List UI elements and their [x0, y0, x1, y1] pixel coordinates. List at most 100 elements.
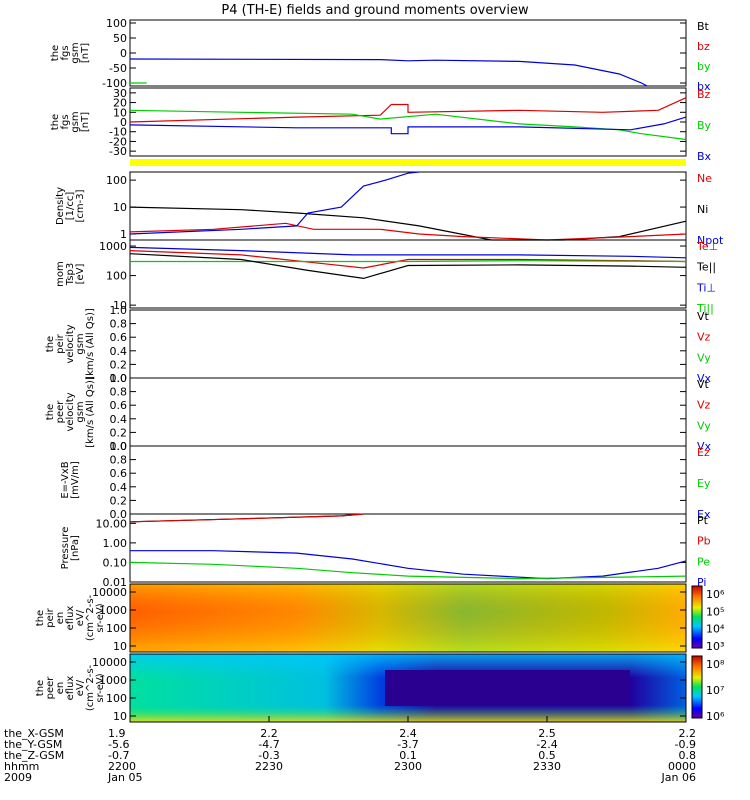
e-vxb-ytick-label: 0.0	[110, 508, 128, 521]
pressure-series-Pi	[130, 550, 687, 580]
peer-eflux-ytick-label: 100	[106, 692, 127, 705]
peer-eflux-ytick-label: 10000	[92, 656, 127, 669]
peir-velocity-ytick-label: 1.0	[110, 304, 128, 317]
time-axis-value: -3.7	[397, 738, 418, 751]
time-axis-value: 2.5	[538, 727, 556, 740]
peir-eflux-colorbar-label: 10³	[706, 640, 724, 653]
density-legend-2: Npot	[697, 234, 724, 247]
peer-velocity-ylabel-line: the	[45, 404, 56, 420]
peer-velocity-legend-3: Vx	[697, 440, 712, 453]
peir-velocity-ytick-label: 0.0	[110, 372, 128, 385]
pressure-ytick-label: 0.10	[103, 556, 128, 569]
peir-velocity-ylabel-line: the	[45, 336, 56, 352]
e-vxb-ylabel-line: [mV/m]	[70, 461, 81, 499]
e-vxb-ytick-label: 0.8	[110, 454, 128, 467]
peir-velocity-ylabel-line: [km/s (All Qs)]	[85, 308, 96, 380]
peir-eflux-ytick-label: 1000	[99, 604, 127, 617]
fgs-gsm-legend-2: by	[697, 60, 711, 73]
fgs-gsm-zoom-ytick-label: -20	[109, 135, 127, 148]
fgs-gsm-ylabel: the fgs gsm [nT]	[50, 42, 91, 63]
pressure-ylabel-line: Pressure	[60, 527, 71, 570]
time-axis-value: 0.8	[679, 749, 697, 762]
fgs-gsm-zoom-ylabel-line: the	[50, 114, 61, 130]
density-ytick-label: 10	[113, 201, 127, 214]
peer-eflux-colorbar-label: 10⁸	[706, 658, 725, 671]
fgs-gsm-zoom-series-Bz	[129, 97, 687, 123]
temperature-ylabel-line: Tsp3	[65, 263, 76, 286]
peir-eflux-ylabel-line: (cm^2-s-	[85, 594, 96, 641]
peer-eflux-ylabel-line: en	[55, 682, 66, 695]
e-vxb-ytick-label: 0.2	[110, 494, 128, 507]
time-axis-value: -0.7	[108, 749, 129, 762]
time-axis-row-label: 2009	[4, 771, 32, 784]
peir-eflux-colorbar-label: 10⁵	[706, 605, 724, 618]
peir-velocity-ylabel-line: velocity	[65, 324, 76, 363]
e-vxb-legend-1: Ey	[697, 477, 711, 490]
time-axis-value: 2.4	[399, 727, 417, 740]
density-ylabel-line: [cm-3]	[75, 189, 86, 222]
time-axis-value: 2330	[533, 760, 561, 773]
peir-velocity-legend-1: Vz	[697, 331, 711, 344]
fgs-gsm-ylabel-line: fgs	[60, 45, 71, 60]
peer-eflux-low-flux-region	[385, 670, 630, 706]
peir-eflux-spectrogram-shading	[130, 584, 686, 652]
peir-velocity-ylabel-line: gsm	[75, 333, 86, 354]
peer-eflux-ylabel-line: eflux	[65, 676, 76, 701]
e-vxb-frame	[129, 445, 687, 515]
time-axis-row-label: the_Y-GSM	[4, 738, 62, 751]
pressure-legend-1: Pb	[697, 535, 711, 548]
temperature-ylabel-line: mom	[55, 261, 66, 287]
density-series-Npot	[129, 171, 420, 235]
peer-velocity-legend-1: Vz	[697, 399, 711, 412]
temperature-series-Ti	[130, 260, 687, 263]
temperature-legend-2: Ti⊥	[696, 281, 716, 294]
temperature-frame	[129, 239, 687, 309]
peer-eflux-ylabel-line: (cm^2-s-	[85, 664, 96, 711]
peer-velocity-ytick-label: 0.8	[110, 386, 128, 399]
time-axis-value: 0000	[668, 760, 696, 773]
peir-eflux-ytick-label: 10000	[92, 586, 127, 599]
peer-velocity-ytick-label: 0.2	[110, 426, 128, 439]
fgs-gsm-ylabel-line: gsm	[70, 42, 81, 63]
fgs-gsm-zoom-ylabel-line: fgs	[60, 114, 71, 129]
peer-eflux-ylabel-line: peer	[45, 676, 56, 700]
peir-velocity-legend-0: Vt	[697, 310, 710, 323]
time-axis-value: -0.3	[258, 749, 279, 762]
temperature-legend-3: Ti||	[696, 302, 714, 315]
time-axis-value: Jan 05	[107, 771, 142, 784]
peir-velocity-ytick-label: 0.2	[110, 358, 128, 371]
peir-eflux-ylabel: the peir en eflux eV/(cm^2-s-sr-eV)	[35, 594, 106, 641]
peir-eflux-ytick-label: 100	[106, 622, 127, 635]
time-axis-value: -0.9	[675, 738, 696, 751]
peer-velocity-legend-0: Vt	[697, 378, 710, 391]
fgs-gsm-zoom-ylabel-line: gsm	[70, 111, 81, 132]
time-axis-value: 2.2	[260, 727, 278, 740]
peir-eflux-frame	[129, 583, 687, 653]
pressure-ylabel: Pressure [nPa]	[60, 527, 81, 570]
peer-eflux-ytick-label: 1000	[99, 674, 127, 687]
peir-eflux-colorbar-label: 10⁶	[706, 588, 725, 601]
e-vxb-ytick-label: 1.0	[110, 440, 128, 453]
e-vxb-ytick-label: 0.4	[110, 481, 128, 494]
peer-eflux-ylabel-line: sr-eV)	[95, 673, 106, 702]
temperature-ytick-label: 100	[106, 270, 127, 283]
peir-velocity-ytick-label: 0.8	[110, 318, 128, 331]
temperature-series-Ti	[129, 246, 687, 259]
pressure-legend-2: Pe	[697, 555, 710, 568]
temperature-legend-0: Te⊥	[696, 240, 718, 253]
fgs-gsm-zoom-series-Bx	[129, 116, 687, 135]
peir-velocity-ytick-label: 0.6	[110, 331, 128, 344]
pressure-frame	[129, 513, 687, 583]
temperature-ylabel: mom Tsp3 [eV]	[55, 261, 86, 287]
fgs-gsm-zoom-ylabel: the fgs gsm [nT]	[50, 111, 91, 132]
peir-eflux-ylabel-line: eflux	[65, 606, 76, 631]
fgs-gsm-zoom-ytick-label: 10	[113, 106, 127, 119]
e-vxb-ylabel-line: E=-VxB	[60, 461, 71, 498]
plot-title: P4 (TH-E) fields and ground moments over…	[221, 3, 529, 18]
pressure-ylabel-line: [nPa]	[70, 535, 81, 561]
e-vxb-legend-2: Ex	[697, 508, 711, 521]
fgs-gsm-ytick-label: 100	[106, 17, 127, 30]
peer-velocity-ylabel-line: peer	[55, 400, 66, 424]
peer-velocity-ylabel: the peer velocity gsm [km/s (All Qs)]	[45, 376, 96, 448]
time-axis-value: 2230	[255, 760, 283, 773]
